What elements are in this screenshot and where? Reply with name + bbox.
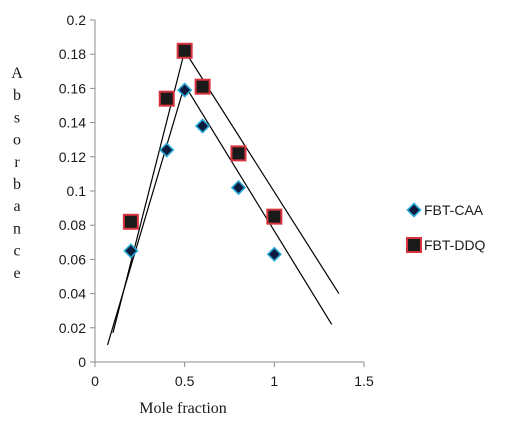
y-axis-title-letter: a: [13, 198, 20, 215]
y-axis-title-letter: s: [14, 109, 20, 126]
x-tick-label: 0.5: [175, 373, 195, 389]
y-tick-label: 0.14: [59, 115, 86, 131]
y-axis-title-letter: b: [13, 176, 21, 193]
data-point: [123, 243, 139, 259]
y-tick-label: 0.18: [59, 46, 86, 62]
data-point: [122, 213, 139, 230]
legend-item-fbt-caa: FBT-CAA: [406, 202, 484, 218]
data-point: [158, 90, 175, 107]
y-tick-label: 0.06: [59, 251, 86, 267]
y-tick-label: 0.2: [67, 12, 87, 28]
legend-marker: [406, 202, 422, 218]
y-axis-title-letter: r: [14, 154, 20, 171]
y-tick-label: 0.1: [67, 183, 87, 199]
y-tick-label: 0.08: [59, 217, 86, 233]
series-fbt-caa: [123, 82, 282, 262]
legend: FBT-CAA FBT-DDQ: [406, 202, 486, 253]
data-point: [194, 118, 211, 134]
y-axis-title-letter: A: [11, 65, 23, 82]
y-tick-labels: 0 0.02 0.04 0.06 0.08 0.1 0.12 0.14 0.16 0.18 0.2: [59, 12, 95, 370]
y-tick-label: 0.16: [59, 80, 86, 96]
legend-marker: [406, 237, 422, 253]
x-tick-label: 1.5: [354, 373, 374, 389]
y-tick-label: 0.12: [59, 149, 86, 165]
x-axis-title: Mole fraction: [139, 400, 227, 417]
x-tick-label: 1: [270, 373, 278, 389]
data-point: [177, 82, 193, 98]
data-point: [176, 42, 193, 59]
data-point: [230, 179, 247, 196]
data-point: [194, 78, 211, 95]
y-tick-label: 0: [78, 354, 86, 370]
x-tick-labels: 0 0.5 1 1.5: [91, 362, 374, 389]
x-tick-label: 0: [91, 373, 99, 389]
y-axis-title-letter: n: [13, 220, 21, 237]
y-axis-title-letter: e: [13, 265, 20, 282]
series-fbt-ddq: [122, 42, 283, 230]
legend-label: FBT-CAA: [424, 202, 484, 218]
y-axis-title-letter: b: [13, 87, 21, 104]
y-tick-label: 0.02: [59, 320, 86, 336]
data-point: [159, 142, 175, 158]
legend-label: FBT-DDQ: [424, 237, 486, 253]
trend-line-2: [112, 49, 340, 334]
data-points: [122, 42, 283, 262]
data-point: [266, 208, 283, 225]
legend-item-fbt-ddq: FBT-DDQ: [406, 237, 486, 253]
data-point: [230, 145, 247, 162]
y-axis-title-letter: c: [13, 243, 20, 260]
y-axis-title-letter: o: [13, 132, 21, 149]
data-point: [266, 246, 282, 262]
y-tick-label: 0.04: [59, 286, 86, 302]
trend-line-1: [106, 83, 333, 346]
trend-lines: [106, 49, 340, 346]
